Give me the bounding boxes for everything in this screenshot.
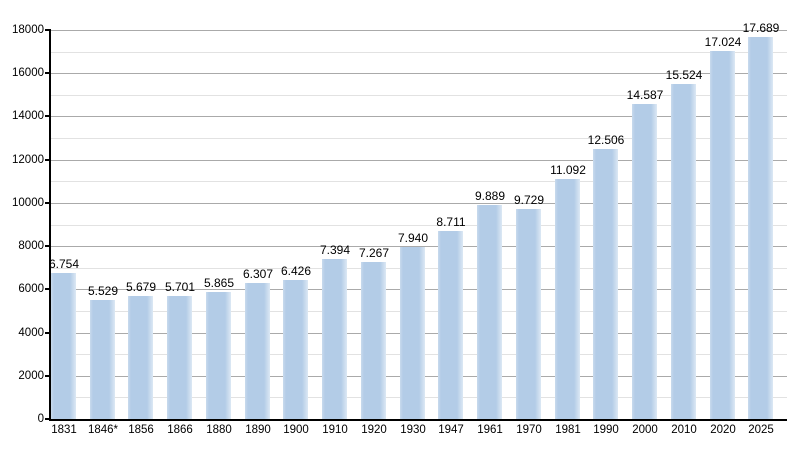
bar-value-label: 7.394 bbox=[319, 243, 351, 257]
y-tick-mark bbox=[45, 72, 51, 74]
bar-value-label: 12.506 bbox=[587, 133, 625, 147]
y-tick-label: 14000 bbox=[12, 110, 44, 122]
bar-value-label: 9.889 bbox=[474, 189, 506, 203]
y-tick-label: 18000 bbox=[12, 24, 44, 36]
x-tick-label: 1856 bbox=[128, 424, 154, 436]
bar bbox=[516, 209, 541, 419]
bar bbox=[90, 300, 115, 419]
y-tick-mark bbox=[45, 375, 51, 377]
x-tick-label: 1910 bbox=[322, 424, 348, 436]
x-tick-label: 1920 bbox=[361, 424, 387, 436]
gridline-major bbox=[51, 73, 787, 74]
y-tick-mark bbox=[45, 245, 51, 247]
y-tick-label: 2000 bbox=[18, 370, 44, 382]
y-tick-label: 12000 bbox=[12, 154, 44, 166]
bar-value-label: 6.307 bbox=[242, 267, 274, 281]
bar-value-label: 17.689 bbox=[742, 21, 780, 35]
bar bbox=[632, 104, 657, 419]
gridline-major bbox=[51, 203, 787, 204]
bar-value-label: 8.711 bbox=[436, 215, 466, 229]
bar-value-label: 5.865 bbox=[203, 276, 235, 290]
bar bbox=[206, 292, 231, 419]
y-tick-label: 4000 bbox=[18, 327, 44, 339]
gridline-major bbox=[51, 246, 787, 247]
x-tick-label: 2000 bbox=[632, 424, 658, 436]
bar-value-label: 7.267 bbox=[358, 246, 390, 260]
gridline-minor bbox=[51, 181, 787, 182]
gridline-major bbox=[51, 30, 787, 31]
y-axis-line bbox=[49, 30, 51, 421]
bar bbox=[322, 259, 347, 419]
y-tick-mark bbox=[45, 115, 51, 117]
y-tick-mark bbox=[45, 288, 51, 290]
y-tick-label: 10000 bbox=[12, 197, 44, 209]
bar-value-label: 9.729 bbox=[513, 193, 545, 207]
y-tick-mark bbox=[45, 418, 51, 420]
bar bbox=[245, 283, 270, 419]
x-tick-label: 1961 bbox=[477, 424, 503, 436]
y-tick-mark bbox=[45, 332, 51, 334]
bar-value-label: 6.426 bbox=[280, 264, 312, 278]
bar-value-label: 6.754 bbox=[48, 257, 80, 271]
x-tick-label: 1981 bbox=[555, 424, 581, 436]
bar bbox=[128, 296, 153, 419]
x-tick-label: 1930 bbox=[400, 424, 426, 436]
y-tick-label: 0 bbox=[37, 413, 44, 425]
x-tick-label: 1880 bbox=[206, 424, 232, 436]
x-tick-label: 1947 bbox=[438, 424, 464, 436]
x-tick-label: 2020 bbox=[710, 424, 736, 436]
gridline-minor bbox=[51, 225, 787, 226]
gridline-minor bbox=[51, 138, 787, 139]
bar bbox=[51, 273, 76, 419]
bar bbox=[477, 205, 502, 419]
x-tick-label: 1846* bbox=[87, 424, 119, 436]
x-tick-label: 2010 bbox=[671, 424, 697, 436]
y-tick-mark bbox=[45, 29, 51, 31]
bar-value-label: 5.529 bbox=[87, 284, 119, 298]
y-tick-mark bbox=[45, 159, 51, 161]
bar-value-label: 7.940 bbox=[397, 231, 429, 245]
y-tick-label: 8000 bbox=[18, 240, 44, 252]
y-tick-label: 6000 bbox=[18, 283, 44, 295]
bar bbox=[438, 231, 463, 419]
bar bbox=[671, 84, 696, 419]
bar-value-label: 5.679 bbox=[125, 280, 157, 294]
x-tick-label: 1970 bbox=[516, 424, 542, 436]
bar-value-label: 5.701 bbox=[164, 280, 196, 294]
bar bbox=[593, 149, 618, 419]
x-axis-line bbox=[49, 419, 787, 421]
bar bbox=[361, 262, 386, 419]
gridline-minor bbox=[51, 95, 787, 96]
bar-value-label: 15.524 bbox=[665, 68, 703, 82]
x-tick-label: 2025 bbox=[748, 424, 774, 436]
bar-value-label: 14.587 bbox=[626, 88, 664, 102]
bar bbox=[748, 37, 773, 419]
x-tick-label: 1866 bbox=[167, 424, 193, 436]
bar-value-label: 17.024 bbox=[704, 35, 742, 49]
bar bbox=[167, 296, 192, 419]
y-tick-label: 16000 bbox=[12, 67, 44, 79]
y-tick-mark bbox=[45, 202, 51, 204]
bar bbox=[555, 179, 580, 419]
bar bbox=[710, 51, 735, 419]
gridline-major bbox=[51, 116, 787, 117]
bar bbox=[400, 247, 425, 419]
bar bbox=[283, 280, 308, 419]
x-tick-label: 1990 bbox=[593, 424, 619, 436]
gridline-major bbox=[51, 160, 787, 161]
gridline-minor bbox=[51, 52, 787, 53]
x-tick-label: 1890 bbox=[245, 424, 271, 436]
x-tick-label: 1831 bbox=[51, 424, 77, 436]
x-tick-label: 1900 bbox=[283, 424, 309, 436]
bar-value-label: 11.092 bbox=[550, 163, 586, 177]
